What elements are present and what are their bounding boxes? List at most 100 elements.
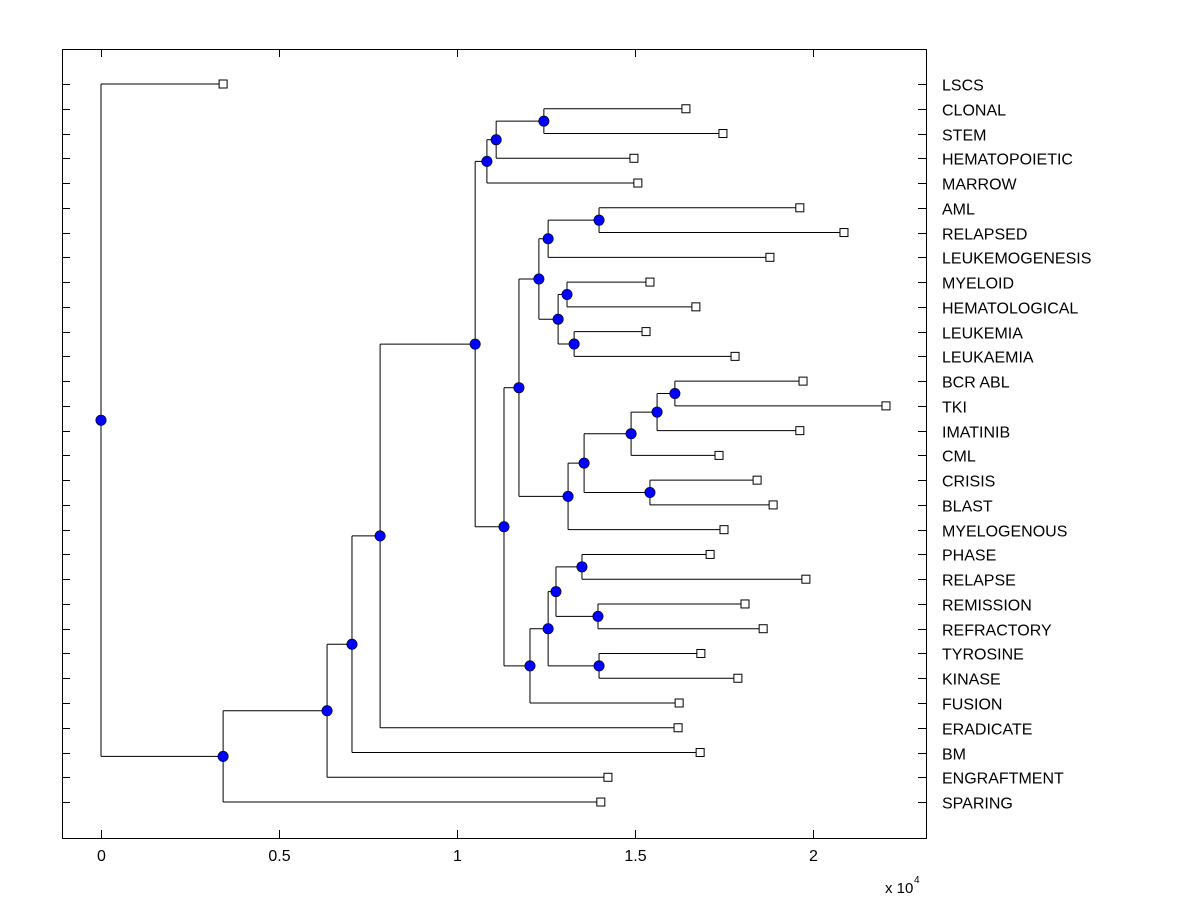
leaf-label: CLONAL [942,103,1006,120]
leaf-marker [881,401,891,411]
node-marker [95,414,107,426]
leaf-marker [641,327,651,337]
leaf-label: KINASE [942,672,1001,689]
node-marker [562,490,574,502]
leaf-marker [795,203,805,213]
node-marker [374,530,386,542]
leaf-label: MARROW [942,177,1018,194]
node-marker [576,561,588,573]
leaf-label: PHASE [942,548,996,565]
leaf-marker [596,797,606,807]
node-marker [542,233,554,245]
x-tick-label: 1.5 [624,848,646,865]
node-marker [552,313,564,325]
node-marker [469,338,481,350]
leaf-marker [733,673,743,683]
node-marker [346,638,358,650]
leaf-marker [705,549,715,559]
leaf-label: LEUKEMIA [942,326,1023,343]
leaf-marker [752,475,762,485]
leaf-label: HEMATOPOIETIC [942,152,1073,169]
leaf-marker [603,772,613,782]
x-tick-label: 0 [97,848,106,865]
node-marker [669,387,681,399]
x-tick-label: 1 [453,848,462,865]
leaf-label: SPARING [942,796,1013,813]
leaf-marker [645,277,655,287]
x-axis-ticks: 0 0.5 1 1.5 2 [97,49,818,865]
leaf-marker [758,624,768,634]
leaf-label: REMISSION [942,598,1032,615]
leaf-label: LSCS [942,78,984,95]
leaf-label: TYROSINE [942,647,1024,664]
leaf-marker [839,228,849,238]
y-axis-ticks [62,84,926,803]
leaf-labels-group: LSCS CLONAL STEM HEMATOPOIETIC MARROW AML RELA… [942,78,1091,813]
leaf-marker [674,698,684,708]
leaf-label: REFRACTORY [942,623,1052,640]
node-marker [550,586,562,598]
leaf-label: BLAST [942,499,993,516]
node-marker [481,155,493,167]
leaf-label: CML [942,449,976,466]
node-marker [592,610,604,622]
node-marker [524,660,536,672]
node-marker [498,521,510,533]
leaf-marker [696,648,706,658]
node-marker [321,705,333,717]
leaf-marker [798,376,808,386]
node-marker [542,623,554,635]
node-marker [625,428,637,440]
leaf-marker [695,748,705,758]
leaf-label: HEMATOLOGICAL [942,301,1078,318]
node-marker [538,115,550,127]
leaf-label: STEM [942,128,986,145]
axes-group [62,49,927,839]
x-axis-multiplier: x 10 4 [885,875,920,897]
leaf-marker [714,450,724,460]
leaf-marker [633,178,643,188]
leaf-label: BCR ABL [942,375,1010,392]
node-marker [593,214,605,226]
leaf-marker [768,500,778,510]
x-multiplier-exponent: 4 [914,875,920,886]
leaf-label: MYELOID [942,276,1014,293]
leaf-marker [795,426,805,436]
leaf-label: AML [942,202,975,219]
leaf-label: TKI [942,400,967,417]
leaf-marker [673,723,683,733]
node-marker [533,273,545,285]
leaf-label: FUSION [942,697,1002,714]
leaf-label: RELAPSE [942,573,1016,590]
node-marker [651,406,663,418]
leaf-label: BM [942,747,966,764]
x-tick-label: 2 [809,848,818,865]
node-marker [568,338,580,350]
x-tick-label: 0.5 [268,848,290,865]
leaf-marker [740,599,750,609]
leaf-marker [730,351,740,361]
leaf-label: ENGRAFTMENT [942,771,1064,788]
leaf-marker [218,79,228,89]
leaf-marker [719,525,729,535]
leaf-label: MYELOGENOUS [942,524,1067,541]
node-marker [561,288,573,300]
leaf-label: RELAPSED [942,227,1027,244]
node-marker [513,382,525,394]
leaf-marker [765,252,775,262]
node-marker [593,660,605,672]
leaf-marker [681,104,691,114]
leaf-marker [718,129,728,139]
leaf-label: ERADICATE [942,722,1032,739]
markers-group [95,79,891,807]
leaf-label: IMATINIB [942,425,1010,442]
plot-frame [62,49,927,839]
node-marker [217,750,229,762]
node-marker [578,457,590,469]
leaf-marker [691,302,701,312]
x-multiplier-text: x 10 [885,880,913,897]
node-marker [490,134,502,146]
leaf-label: LEUKEMOGENESIS [942,251,1091,268]
